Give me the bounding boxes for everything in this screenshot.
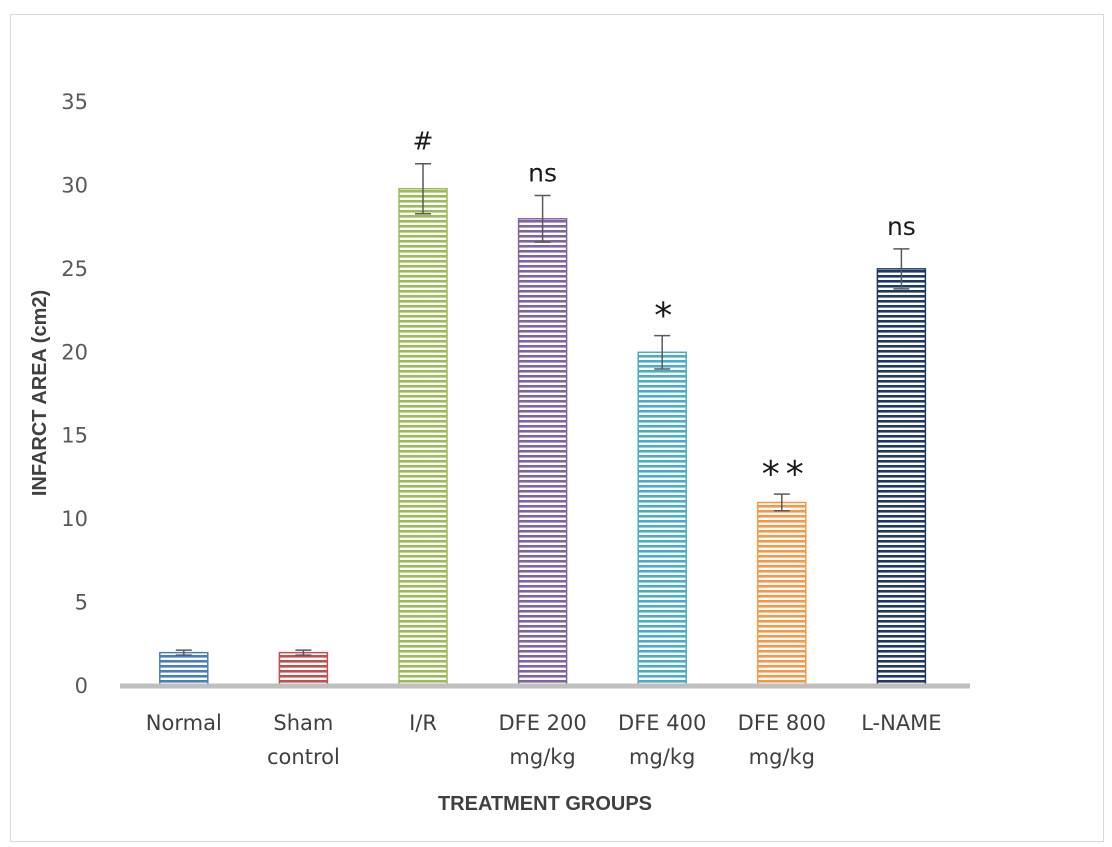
- bars-group: #ns***ns: [159, 127, 927, 687]
- y-tick-label: 25: [61, 257, 88, 281]
- significance-label: ns: [528, 158, 557, 187]
- error-bar: [773, 493, 790, 512]
- x-axis-title: TREATMENT GROUPS: [438, 793, 652, 815]
- y-axis-ticks: 0 5 10 15 20 25 30 35: [61, 90, 88, 698]
- error-bar: [654, 334, 671, 370]
- bar: [159, 651, 209, 687]
- error-bar: [893, 248, 910, 290]
- y-axis-title: INFARCT AREA (cm2): [29, 290, 51, 496]
- error-bar: [415, 162, 431, 215]
- significance-label: #: [413, 127, 434, 156]
- y-tick-label: 5: [75, 591, 88, 615]
- y-tick-label: 0: [75, 674, 88, 698]
- x-category-label: DFE 200 mg/kg: [498, 711, 586, 769]
- bar: [398, 188, 448, 687]
- x-axis-labels: Normal Sham control I/R DFE 200 mg/kg DFE 400 m…: [146, 711, 942, 769]
- bar: [278, 651, 329, 687]
- y-tick-label: 35: [61, 90, 88, 114]
- bar: [757, 501, 807, 687]
- significance-label: ns: [887, 212, 916, 241]
- y-tick-label: 30: [61, 173, 88, 197]
- error-bar: [175, 649, 192, 656]
- error-bar: [534, 194, 551, 243]
- bar: [517, 218, 568, 687]
- x-category-label: DFE 800 mg/kg: [738, 711, 826, 769]
- x-category-label: DFE 400 mg/kg: [618, 711, 706, 769]
- significance-label: *: [654, 296, 678, 337]
- error-bar: [295, 649, 312, 656]
- y-tick-label: 20: [61, 340, 88, 364]
- y-tick-label: 15: [61, 424, 88, 448]
- x-category-label: I/R: [409, 711, 437, 735]
- significance-label: **: [762, 454, 810, 495]
- bar: [637, 351, 687, 687]
- x-category-label: L-NAME: [861, 711, 941, 735]
- y-tick-label: 10: [61, 507, 88, 531]
- bar: [876, 268, 927, 687]
- x-category-label: Normal: [146, 711, 222, 735]
- x-category-label: Sham control: [267, 711, 340, 769]
